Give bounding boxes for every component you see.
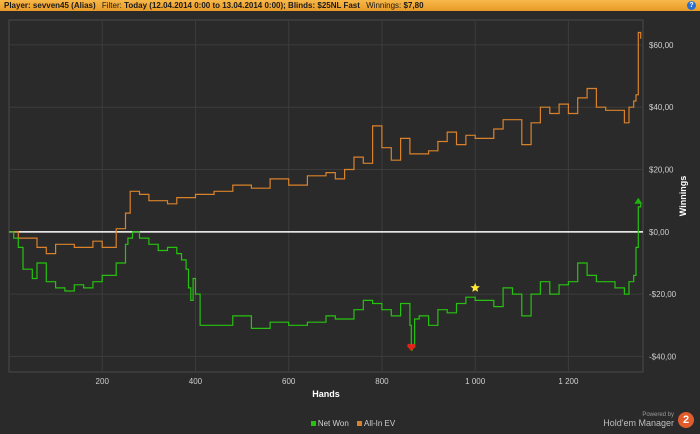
y-tick-label: $20,00 bbox=[649, 166, 674, 175]
x-tick-label: 800 bbox=[375, 377, 389, 386]
net-won-swatch bbox=[310, 421, 316, 427]
help-icon[interactable]: ? bbox=[687, 1, 696, 10]
chart-grid bbox=[8, 19, 644, 373]
winnings-label: Winnings: bbox=[366, 1, 402, 10]
low-point-marker bbox=[407, 343, 416, 352]
x-tick-label: 1 000 bbox=[465, 377, 486, 386]
player-name: sevven45 (Alias) bbox=[32, 1, 96, 10]
series-net-won-line bbox=[9, 203, 642, 351]
brand-logo: Powered by Hold'em Manager 2 bbox=[603, 412, 694, 428]
brand-name: Hold'em Manager bbox=[603, 418, 674, 428]
chart-markers bbox=[407, 197, 643, 352]
high-point-marker bbox=[634, 197, 643, 204]
filter-value: Today (12.04.2014 0:00 to 13.04.2014 0:0… bbox=[124, 1, 360, 10]
star-marker bbox=[470, 282, 480, 292]
series-lines bbox=[9, 31, 642, 351]
y-axis-label: Winnings bbox=[678, 176, 688, 216]
winnings-value: $7,80 bbox=[403, 1, 424, 10]
powered-by-label: Powered by bbox=[642, 412, 674, 418]
filter-label: Filter: bbox=[101, 1, 122, 10]
y-tick-label: $40,00 bbox=[649, 103, 674, 112]
y-tick-label: $0,00 bbox=[649, 228, 670, 237]
all-in-ev-swatch bbox=[357, 421, 363, 427]
y-tick-label: -$40,00 bbox=[649, 352, 677, 361]
plot-area bbox=[8, 19, 644, 373]
winnings-chart: 200 400 600 800 1 000 1 200 $60,00 $40,00 $20,0… bbox=[8, 19, 688, 399]
x-axis-label: Hands bbox=[312, 389, 340, 399]
x-tick-label: 1 200 bbox=[558, 377, 579, 386]
filter-header-bar: Player: sevven45 (Alias) Filter: Today (… bbox=[0, 0, 700, 11]
legend-all-in-ev[interactable]: All-In EV bbox=[364, 419, 396, 428]
x-axis-ticks: 200 400 600 800 1 000 1 200 bbox=[96, 377, 579, 386]
y-axis-ticks: $60,00 $40,00 $20,00 $0,00 -$20,00 -$40,00 bbox=[649, 41, 677, 362]
series-all-in-ev-line bbox=[9, 31, 642, 255]
x-tick-label: 200 bbox=[96, 377, 110, 386]
legend-net-won[interactable]: Net Won bbox=[317, 419, 349, 428]
y-tick-label: -$20,00 bbox=[649, 290, 677, 299]
y-tick-label: $60,00 bbox=[649, 41, 674, 50]
x-tick-label: 400 bbox=[189, 377, 203, 386]
hem2-logo-icon: 2 bbox=[678, 412, 694, 428]
chart-legend: Net Won All-In EV bbox=[0, 419, 700, 428]
player-label: Player: bbox=[4, 1, 31, 10]
x-tick-label: 600 bbox=[282, 377, 296, 386]
